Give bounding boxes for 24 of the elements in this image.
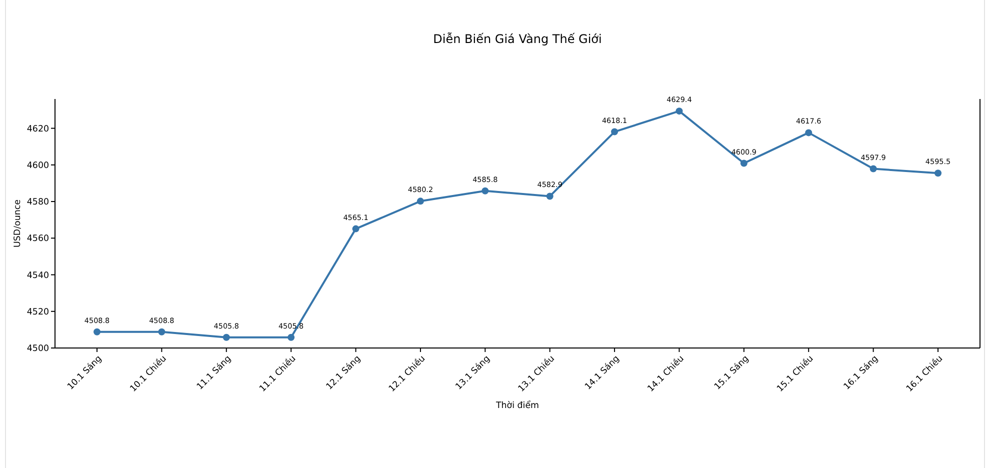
point xyxy=(482,187,489,194)
point xyxy=(416,198,424,205)
y-axis-title: USD/ounce xyxy=(13,200,23,248)
chart-title: Diễn Biến Giá Vàng Thế Giới xyxy=(432,32,603,46)
x-axis-title: Thời điểm xyxy=(494,400,540,411)
y-tick-label: 4520 xyxy=(26,307,49,318)
point xyxy=(158,328,166,336)
point xyxy=(676,108,683,115)
y-tick-label: 4600 xyxy=(26,161,49,171)
point xyxy=(611,128,618,136)
y-tick-label: 4560 xyxy=(26,234,49,244)
point xyxy=(222,334,230,341)
y-tick-label: 4500 xyxy=(26,344,49,354)
y-tick-label: 4620 xyxy=(26,124,49,134)
point xyxy=(870,165,877,172)
point xyxy=(805,129,812,136)
y-tick-label: 4540 xyxy=(26,270,49,281)
point xyxy=(94,328,100,336)
point xyxy=(288,334,295,341)
point xyxy=(546,192,554,200)
point xyxy=(352,225,360,232)
point xyxy=(934,170,942,177)
point xyxy=(740,160,748,167)
y-tick-label: 4580 xyxy=(26,198,49,208)
